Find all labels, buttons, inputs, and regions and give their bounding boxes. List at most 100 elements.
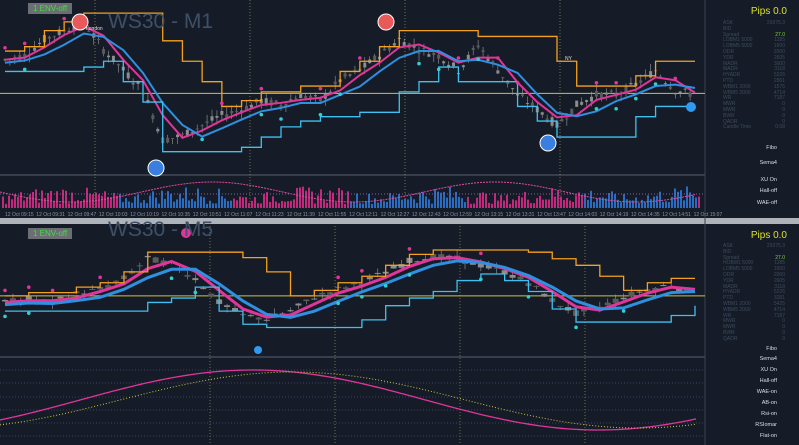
info-key: MWR	[723, 101, 736, 108]
candle	[245, 105, 248, 111]
indicator-toggle-rsi-on[interactable]: Rsi-on	[761, 411, 777, 417]
info-row: WBM5 2000 4714	[723, 306, 785, 314]
candle	[23, 53, 27, 59]
info-key: MADR	[723, 283, 738, 290]
indicator-toggle-flat-on[interactable]: Flat-on	[759, 433, 777, 439]
histogram-bar	[206, 203, 208, 208]
histogram-bar	[416, 202, 418, 208]
sell-arrow-icon	[318, 86, 323, 91]
candle	[284, 103, 288, 107]
candle	[184, 275, 191, 277]
info-key: Spread	[723, 31, 740, 38]
indicator-toggle-hall-off[interactable]: Hall-off	[759, 378, 777, 384]
info-value: 0	[782, 335, 785, 342]
sell-arrow-icon	[456, 56, 461, 60]
candle	[620, 297, 627, 300]
buy-arrow-icon	[336, 301, 340, 306]
info-key: QADR	[723, 335, 738, 342]
info-row: WBM1 2000 5425	[723, 300, 785, 308]
sell-arrow-icon	[3, 45, 7, 50]
histogram-bar	[215, 203, 217, 208]
histogram-bar	[281, 200, 283, 208]
candle	[180, 133, 184, 135]
histogram-bar	[347, 191, 349, 208]
chart-title-m1: WS30 - M1	[108, 10, 214, 33]
histogram-bar	[572, 201, 574, 208]
env-toggle-button[interactable]: 1 ENV-off	[28, 3, 73, 14]
candle	[264, 98, 268, 104]
indicator-toggle-xu on[interactable]: XU On	[760, 367, 777, 373]
histogram-bar	[41, 190, 43, 208]
candle	[525, 103, 529, 105]
indicator-toggle-wae-off[interactable]: WAE-off	[756, 200, 777, 206]
time-tick-label: 12 Oct 10:19	[130, 212, 159, 218]
candle	[259, 99, 263, 104]
candle	[224, 305, 231, 307]
histogram-bar	[20, 192, 22, 208]
oscillator-line	[0, 369, 697, 431]
indicator-toggle-rsiomar[interactable]: RSIomar	[755, 422, 777, 428]
candle	[111, 55, 115, 62]
candle	[557, 305, 564, 307]
indicator-toggle-xu on[interactable]: XU On	[760, 177, 777, 183]
histogram-bar	[287, 201, 289, 208]
indicator-toggle-wae-on[interactable]: WAE-on	[756, 389, 777, 395]
candle	[151, 115, 155, 120]
indicator-toggle-fibo[interactable]: Fibo	[766, 145, 777, 151]
buy-arrow-icon	[417, 61, 421, 66]
info-value: 5425	[773, 300, 785, 307]
indicator-toggle-fibo[interactable]: Fibo	[766, 346, 777, 352]
info-row: BID	[723, 26, 785, 33]
histogram-bar	[176, 199, 178, 208]
buy-arrow-icon	[279, 117, 283, 121]
info-row: Candle Time 0:08	[723, 125, 785, 131]
indicator-toggle-ab-on[interactable]: AB-on	[761, 400, 777, 406]
candle	[81, 293, 88, 295]
histogram-bar	[182, 198, 184, 208]
env-toggle-button-m5[interactable]: 1 ENV-off	[28, 228, 73, 239]
histogram-bar	[464, 202, 466, 208]
histogram-bar	[521, 197, 523, 208]
info-key: QADR	[723, 118, 738, 125]
histogram-bar	[155, 197, 157, 208]
candle	[279, 313, 286, 315]
info-value: 4714	[773, 306, 785, 313]
histogram-bar	[161, 190, 163, 208]
histogram-bar	[113, 192, 115, 208]
sell-arrow-icon	[614, 80, 618, 85]
histogram-bar	[38, 202, 40, 208]
info-value: 29375.3	[766, 243, 785, 249]
histogram-bar	[524, 192, 526, 208]
histogram-bar	[8, 195, 10, 208]
histogram-bar	[386, 201, 388, 208]
candle	[116, 64, 120, 66]
histogram-bar	[344, 203, 346, 208]
histogram-bar	[353, 201, 355, 208]
candle	[279, 105, 283, 108]
cyan-stop-line	[5, 273, 696, 329]
histogram-bar	[413, 199, 415, 208]
histogram-bar	[83, 199, 85, 208]
sell-arrow-icon	[594, 80, 599, 85]
info-value: 1600	[773, 266, 785, 273]
histogram-bar	[314, 203, 316, 208]
indicator-toggle-sema4[interactable]: Sema4	[759, 356, 777, 362]
histogram-bar	[644, 202, 646, 208]
info-value: 7187	[773, 312, 785, 319]
candle	[580, 307, 587, 312]
histogram-bar	[296, 188, 298, 208]
indicator-toggle-sema4[interactable]: Sema4	[759, 160, 777, 166]
candle	[107, 55, 110, 58]
buy-arrow-icon	[479, 277, 483, 282]
histogram-bar	[224, 198, 226, 208]
candle	[269, 99, 273, 106]
time-tick-label: 12 Oct 13:15	[474, 212, 504, 218]
time-tick-label: 12 Oct 13:47	[537, 212, 566, 218]
indicator-toggle-hall-off[interactable]: Hall-off	[759, 188, 777, 194]
candle	[629, 82, 633, 85]
candle	[57, 29, 61, 36]
info-row: ODR 2000	[723, 272, 785, 279]
candle	[295, 303, 302, 306]
histogram-bar	[194, 201, 196, 208]
